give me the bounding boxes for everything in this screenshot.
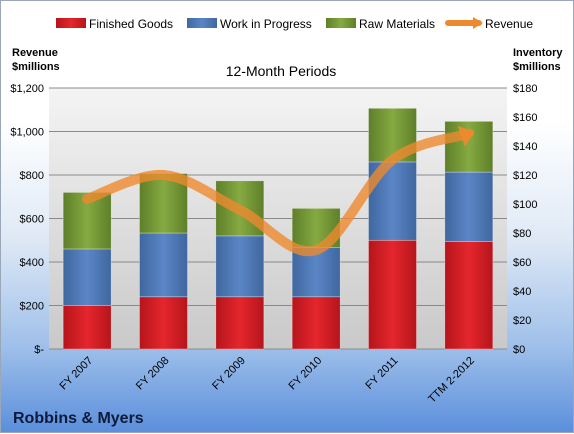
legend-swatch-work-in-progress [187, 18, 217, 28]
x-tick-label: FY 2010 [287, 355, 325, 393]
left-tick-label: $400 [20, 257, 44, 269]
right-tick-label: $0 [513, 344, 525, 356]
right-tick-label: $100 [513, 199, 537, 211]
right-tick-label: $40 [513, 286, 531, 298]
legend: Finished Goods Work in Progress Raw Mate… [56, 17, 533, 31]
bar-finished-goods [369, 240, 417, 349]
x-tick-label: TTM 2-2012 [426, 355, 477, 406]
bar-finished-goods [140, 297, 188, 349]
left-tick-label: $200 [20, 301, 44, 313]
legend-label-finished-goods: Finished Goods [89, 17, 173, 31]
right-tick-label: $120 [513, 170, 537, 182]
legend-label-raw-materials: Raw Materials [359, 17, 435, 31]
legend-swatch-finished-goods [56, 18, 86, 28]
legend-label-revenue: Revenue [485, 17, 533, 31]
bar-work-in-progress [140, 233, 188, 297]
bar-finished-goods [216, 297, 264, 349]
right-axis-label-line2: $millions [513, 61, 561, 73]
bar-work-in-progress [445, 172, 493, 242]
left-tick-label: $600 [20, 214, 44, 226]
right-tick-label: $160 [513, 112, 537, 124]
bar-finished-goods [445, 242, 493, 349]
right-tick-label: $20 [513, 315, 531, 327]
right-tick-label: $80 [513, 228, 531, 240]
left-tick-label: $1,200 [10, 83, 44, 95]
right-tick-label: $140 [513, 141, 537, 153]
x-tick-label: FY 2011 [363, 355, 400, 392]
x-tick-label: FY 2009 [210, 355, 248, 393]
left-tick-label: $800 [20, 170, 44, 182]
left-axis-label-line1: Revenue [12, 47, 58, 59]
company-name: Robbins & Myers [13, 410, 144, 427]
left-tick-label: $1,000 [10, 127, 44, 139]
legend-label-work-in-progress: Work in Progress [220, 17, 312, 31]
left-axis-label-line2: $millions [12, 61, 60, 73]
x-tick-label: FY 2008 [134, 355, 172, 393]
x-axis-ticks: FY 2007 FY 2008 FY 2009 FY 2010 FY 2011 TTM 2… [58, 355, 477, 406]
right-tick-label: $180 [513, 83, 537, 95]
bar-work-in-progress [216, 236, 264, 297]
legend-swatch-raw-materials [326, 18, 356, 28]
bar-work-in-progress [63, 249, 111, 306]
chart-title: 12-Month Periods [226, 63, 337, 79]
bar-finished-goods [292, 297, 340, 349]
right-axis-label-line1: Inventory [513, 47, 563, 59]
left-axis-ticks: $- $200 $400 $600 $800 $1,000 $1,200 [10, 83, 44, 356]
x-tick-label: FY 2007 [58, 355, 96, 393]
bar-finished-goods [63, 306, 111, 350]
left-tick-label: $- [34, 344, 44, 356]
right-tick-label: $60 [513, 257, 531, 269]
right-axis-ticks: $0 $20 $40 $60 $80 $100 $120 $140 $160 $180 [513, 83, 537, 356]
legend-arrow-icon [473, 17, 483, 29]
